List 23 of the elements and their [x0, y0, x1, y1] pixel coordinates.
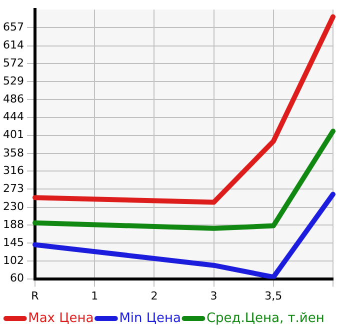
y-tick-label: 358	[2, 146, 24, 160]
x-tick-label: 3	[210, 289, 218, 302]
y-tick-label: 529	[2, 74, 24, 88]
y-tick-label: 444	[2, 110, 24, 124]
y-tick-label: 401	[2, 128, 24, 142]
y-tick-label: 102	[2, 254, 24, 267]
y-tick-label: 614	[2, 38, 24, 52]
y-tick-label: 273	[2, 182, 24, 196]
x-tick-label: 3,5	[264, 289, 282, 302]
x-tick-label: 1	[91, 289, 98, 302]
x-tick-label: R	[31, 289, 40, 302]
y-tick-label: 60	[10, 272, 24, 285]
legend-label: Max Цена	[28, 310, 94, 326]
y-tick-label: 188	[2, 218, 24, 231]
y-tick-label: 230	[2, 200, 24, 214]
y-tick-label: 572	[2, 56, 24, 70]
y-tick-label: 657	[2, 20, 24, 34]
legend-label: Min Цена	[119, 310, 181, 326]
x-tick-label: 2	[150, 289, 158, 302]
legend-label: Сред.Цена, т.йен	[206, 310, 324, 326]
y-tick-label: 145	[2, 236, 24, 249]
y-tick-label: 486	[2, 92, 24, 106]
y-tick-label: 316	[2, 164, 24, 177]
